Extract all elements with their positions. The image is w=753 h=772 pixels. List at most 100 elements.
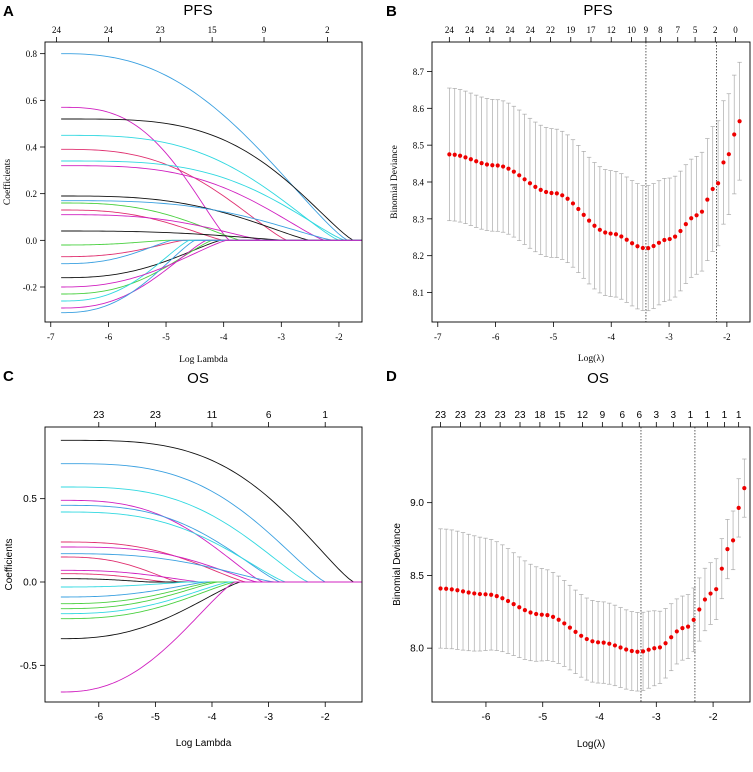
y-tick-label: 8.2 — [413, 251, 424, 261]
coef-path-1 — [60, 463, 362, 583]
cv-point — [474, 159, 479, 164]
coef-path-10 — [60, 569, 362, 583]
top-tick-label: 3 — [671, 410, 677, 421]
cv-point — [543, 189, 549, 195]
cv-point — [725, 547, 730, 552]
cv-point — [667, 236, 672, 242]
y-axis-label: Coefficients — [2, 159, 13, 206]
y-tick-label: 8.6 — [413, 104, 425, 114]
cv-point — [595, 640, 601, 645]
cv-point — [522, 177, 527, 182]
cv-point — [522, 608, 528, 613]
cv-point — [490, 163, 495, 168]
cv-point — [479, 161, 484, 166]
coef-path-9 — [60, 556, 362, 583]
top-tick-label: 3 — [654, 410, 660, 421]
cv-point — [597, 227, 602, 232]
coef-path-3 — [61, 134, 362, 241]
cv-point — [742, 486, 747, 491]
x-tick-label: -5 — [162, 332, 170, 342]
cv-point — [629, 241, 635, 246]
top-tick-label: 6 — [619, 410, 625, 421]
plot-frame — [44, 41, 363, 323]
top-tick-label: 24 — [526, 25, 536, 35]
coef-path-15 — [61, 239, 362, 265]
cv-point — [495, 163, 500, 168]
panel-letter: D — [386, 368, 397, 385]
cv-point — [691, 617, 696, 622]
top-tick-label: 6 — [266, 410, 272, 421]
plot-area — [447, 42, 742, 322]
top-tick-label: 12 — [607, 25, 616, 35]
x-tick-label: -4 — [595, 712, 604, 723]
panel-title: PFS — [183, 2, 212, 19]
cv-point — [730, 538, 736, 543]
cv-point — [678, 228, 683, 234]
cv-point — [556, 617, 561, 622]
cv-point — [699, 209, 705, 214]
cv-point — [484, 162, 490, 167]
cv-point — [601, 640, 606, 645]
top-tick-label: 24 — [465, 25, 475, 35]
plot-area — [61, 53, 362, 314]
cv-point — [538, 187, 543, 192]
top-tick-label: 1 — [722, 410, 728, 421]
cv-point — [635, 649, 640, 654]
coef-path-16 — [60, 581, 362, 610]
top-tick-label: 24 — [52, 25, 62, 35]
coef-path-9 — [61, 202, 362, 241]
top-tick-label: 5 — [693, 25, 698, 35]
top-tick-label: 19 — [566, 25, 576, 35]
cv-point — [737, 119, 742, 124]
coef-path-20 — [60, 581, 362, 693]
cv-point — [680, 626, 685, 631]
cv-point — [576, 206, 581, 212]
coef-path-18 — [61, 239, 362, 302]
cv-point — [500, 164, 506, 169]
top-tick-label: 0 — [733, 25, 738, 35]
y-tick-label: 8.7 — [413, 67, 425, 77]
cv-point — [505, 598, 511, 604]
y-tick-label: 0.0 — [23, 578, 37, 589]
panel-a: A PFS -7 -6 -5 -4 -3 -2 -0.2 0.0 0.2 0.4 0.6 0.8 24 24 2… — [2, 2, 363, 365]
x-tick-label: -2 — [709, 712, 718, 723]
cv-point — [560, 193, 565, 198]
top-tick-label: 8 — [658, 25, 663, 35]
panel-d: D OS -6 -5 -4 -3 -2 8.0 8.5 9.0 23 23 23 23 23 18 15 12 9 6… — [386, 368, 751, 750]
cv-point — [702, 597, 708, 602]
y-tick-label: 9.0 — [410, 498, 424, 509]
coef-path-2 — [60, 486, 362, 583]
x-tick-label: -5 — [151, 712, 160, 723]
x-tick-label: -4 — [220, 332, 228, 342]
y-axis-label: Coefficients — [4, 538, 15, 590]
panel-letter: A — [3, 3, 14, 20]
cv-point — [506, 166, 511, 171]
coef-path-21 — [61, 239, 362, 288]
panel-title: PFS — [583, 2, 612, 19]
x-axis-label: Log(λ) — [577, 739, 605, 750]
cv-point — [708, 591, 713, 596]
top-tick-label: 2 — [325, 25, 330, 35]
cv-point — [710, 186, 715, 192]
cv-point — [534, 611, 539, 617]
x-tick-label: -6 — [105, 332, 113, 342]
top-tick-label: 15 — [208, 25, 218, 35]
y-tick-label: 8.0 — [410, 644, 424, 655]
cv-point — [592, 223, 597, 228]
coef-path-17 — [61, 239, 362, 295]
cv-point — [607, 641, 612, 646]
x-tick-label: -5 — [538, 712, 547, 723]
cv-point — [672, 234, 678, 239]
y-tick-label: 0.6 — [26, 96, 38, 106]
coef-path-6 — [60, 541, 362, 583]
cv-point — [579, 633, 584, 638]
cv-point — [657, 645, 663, 650]
cv-point — [715, 181, 721, 186]
x-tick-label: -2 — [723, 332, 731, 342]
x-tick-label: -3 — [264, 712, 273, 723]
coef-path-1 — [61, 106, 362, 241]
cv-point — [545, 613, 550, 618]
cv-point — [646, 647, 651, 652]
cv-point — [697, 607, 702, 612]
coef-path-7 — [60, 546, 362, 583]
